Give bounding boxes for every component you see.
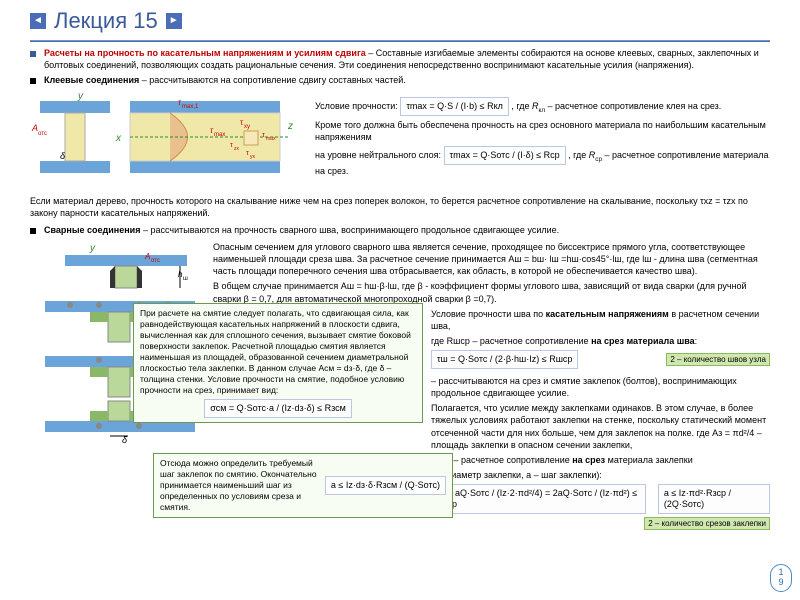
nav-next[interactable]: ►	[166, 13, 182, 29]
glue-extra1: Кроме того должна быть обеспечена прочно…	[315, 119, 775, 143]
svg-text:τ: τ	[230, 142, 233, 149]
para-glue: Клеевые соединения – рассчитываются на с…	[30, 75, 770, 87]
svg-text:yx: yx	[250, 154, 256, 160]
formula-weld: τш = Q·Sотс / (2·β·hш·Iz) ≤ Rшср	[431, 350, 578, 369]
box2-text: Отсюда можно определить требуемый шаг за…	[160, 458, 319, 513]
glue-condition-row: Условие прочности: τmax = Q·S / (I·b) ≤ …	[315, 97, 775, 116]
lead-weld: Сварные соединения	[44, 225, 140, 235]
svg-text:отс: отс	[151, 258, 160, 264]
bullet-icon	[30, 228, 36, 234]
svg-text:τ: τ	[262, 132, 265, 139]
diagram-glue-beam: A отс y x δ τ max,1 τ max τ xy z τ max τ…	[30, 91, 770, 191]
weld-cond-row: Условие прочности шва по касательным нап…	[431, 308, 770, 332]
legend-rivet: 2 – количество срезов заклепки	[644, 517, 770, 530]
svg-text:xy: xy	[244, 124, 250, 130]
formula-glue: τmax = Q·S / (I·b) ≤ Rкл	[400, 97, 509, 116]
bolt-text: Полагается, что усилие между заклепками …	[431, 402, 770, 451]
weld-text1: Опасным сечением для углового сварного ш…	[213, 241, 770, 277]
para-shear-intro: Расчеты на прочность по касательным напр…	[30, 48, 770, 71]
bolt-text3: d – диаметр заклепки, a – шаг заклепки):	[431, 469, 770, 481]
box-crush-note: При расчете на смятие следует полагать, …	[133, 303, 423, 423]
svg-text:y: y	[77, 91, 84, 102]
weld-cond3-row: где Rшср – расчетное сопротивление на ср…	[431, 335, 770, 347]
para-wood: Если материал дерево, прочность которого…	[30, 195, 770, 219]
svg-text:z: z	[287, 121, 293, 132]
box1-text: При расчете на смятие следует полагать, …	[140, 308, 411, 395]
bolt-para: – рассчитываются на срез и смятие заклеп…	[431, 375, 770, 399]
legend-weld: 2 – количество швов узла	[666, 353, 770, 366]
formula-rivet2: a ≤ Iz·πd²·Rзср / (2Q·Sотс)	[658, 484, 770, 514]
nav-prev[interactable]: ◄	[30, 13, 46, 29]
formula-step: a ≤ Iz·dз·δ·Rзсм / (Q·Sотс)	[325, 476, 446, 495]
svg-text:zx: zx	[234, 146, 240, 152]
page-number: 1 9	[770, 564, 792, 592]
text-weld: – рассчитываются на прочность сварного ш…	[140, 225, 559, 235]
para-weld: Сварные соединения – рассчитываются на п…	[30, 225, 770, 237]
title-divider	[30, 40, 770, 42]
svg-text:y: y	[89, 243, 96, 254]
formula-glue2: τmax = Q·Sотс / (I·δ) ≤ Rср	[444, 146, 566, 165]
svg-text:отс: отс	[38, 131, 47, 137]
svg-text:max,1: max,1	[182, 104, 199, 110]
bullet-icon	[30, 51, 36, 57]
svg-text:τ: τ	[246, 150, 249, 157]
svg-text:max: max	[214, 132, 225, 138]
glue-extra2: на уровне нейтрального слоя:	[315, 150, 441, 160]
bolt-text2-row: Rзср – расчетное сопротивление на срез м…	[431, 454, 770, 466]
svg-text:ш: ш	[183, 276, 188, 282]
text-glue: – рассчитываются на сопротивление сдвигу…	[139, 75, 406, 85]
glue-extra2-row: на уровне нейтрального слоя: τmax = Q·Sо…	[315, 146, 775, 177]
svg-text:max: max	[266, 136, 276, 142]
formula-rivet1: τз = aQ·Sотс / (Iz·2·πd²/4) = 2aQ·Sотс /…	[431, 484, 646, 514]
lecture-title: Лекция 15	[54, 8, 158, 34]
bullet-icon	[30, 78, 36, 84]
svg-text:A: A	[144, 252, 150, 261]
page-n2: 9	[771, 578, 791, 588]
lead-glue: Клеевые соединения	[44, 75, 139, 85]
label-aotс: A	[31, 123, 38, 133]
text-after: , где Rкл – расчетное сопротивление клея…	[511, 101, 721, 111]
weld-text2: В общем случае принимается Aш = hш·β·lш,…	[213, 280, 770, 304]
text-cond: Условие прочности:	[315, 101, 398, 111]
svg-text:x: x	[115, 133, 122, 144]
lead-shear: Расчеты на прочность по касательным напр…	[44, 48, 366, 58]
box-step-note: Отсюда можно определить требуемый шаг за…	[153, 453, 453, 518]
formula-crush: σсм = Q·Sотс·a / (Iz·dз·δ) ≤ Rзсм	[204, 399, 352, 418]
